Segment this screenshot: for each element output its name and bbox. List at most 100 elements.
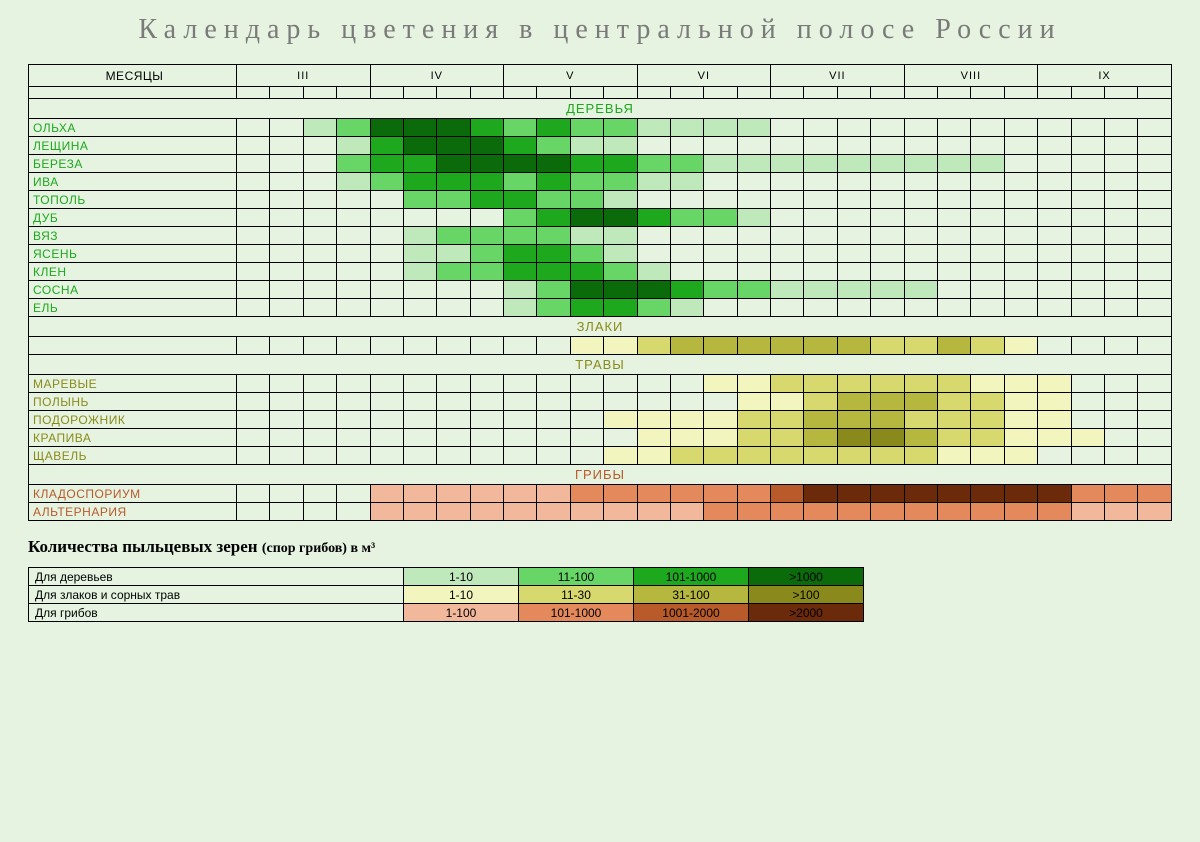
page-title: Календарь цветения в центральной полосе … <box>28 14 1172 46</box>
legend-cell: >2000 <box>749 604 864 622</box>
calendar-cell <box>1071 447 1104 465</box>
legend-cell: 1-10 <box>404 586 519 604</box>
calendar-cell <box>570 245 603 263</box>
calendar-cell <box>1104 263 1137 281</box>
calendar-cell <box>637 485 670 503</box>
calendar-cell <box>236 337 269 355</box>
calendar-cell <box>837 299 870 317</box>
calendar-cell <box>303 245 336 263</box>
section-header: ЗЛАКИ <box>29 317 1172 337</box>
calendar-cell <box>670 281 703 299</box>
calendar-cell <box>337 245 370 263</box>
calendar-cell <box>270 281 303 299</box>
calendar-cell <box>737 263 770 281</box>
calendar-cell <box>1038 209 1071 227</box>
legend-cell: 11-30 <box>519 586 634 604</box>
legend-cell: 11-100 <box>519 568 634 586</box>
calendar-cell <box>804 137 837 155</box>
calendar-cell <box>871 191 904 209</box>
calendar-cell <box>403 191 436 209</box>
calendar-cell <box>337 281 370 299</box>
calendar-cell <box>771 191 804 209</box>
section-header: ТРАВЫ <box>29 355 1172 375</box>
calendar-cell <box>504 503 537 521</box>
calendar-cell <box>837 411 870 429</box>
calendar-cell <box>504 337 537 355</box>
calendar-cell <box>303 429 336 447</box>
calendar-cell <box>904 503 937 521</box>
calendar-cell <box>236 393 269 411</box>
calendar-cell <box>938 375 971 393</box>
calendar-cell <box>370 155 403 173</box>
calendar-cell <box>504 447 537 465</box>
calendar-cell <box>1104 429 1137 447</box>
calendar-cell <box>504 119 537 137</box>
calendar-cell <box>236 263 269 281</box>
calendar-cell <box>303 299 336 317</box>
calendar-cell <box>437 337 470 355</box>
month-header: IX <box>1038 65 1172 87</box>
calendar-cell <box>637 119 670 137</box>
calendar-cell <box>537 227 570 245</box>
calendar-cell <box>370 227 403 245</box>
calendar-cell <box>737 429 770 447</box>
calendar-cell <box>704 337 737 355</box>
calendar-cell <box>837 485 870 503</box>
calendar-cell <box>1038 429 1071 447</box>
calendar-cell <box>437 119 470 137</box>
calendar-cell <box>771 209 804 227</box>
calendar-cell <box>270 245 303 263</box>
calendar-cell <box>1004 447 1037 465</box>
calendar-cell <box>938 263 971 281</box>
calendar-cell <box>1004 503 1037 521</box>
calendar-cell <box>704 281 737 299</box>
calendar-cell <box>871 393 904 411</box>
legend-cell: 101-1000 <box>634 568 749 586</box>
calendar-cell <box>971 119 1004 137</box>
calendar-cell <box>1138 503 1172 521</box>
calendar-cell <box>504 485 537 503</box>
calendar-cell <box>871 263 904 281</box>
calendar-cell <box>1038 447 1071 465</box>
calendar-cell <box>370 411 403 429</box>
calendar-cell <box>1104 173 1137 191</box>
calendar-cell <box>470 299 503 317</box>
calendar-cell <box>837 155 870 173</box>
calendar-cell <box>737 485 770 503</box>
calendar-cell <box>938 447 971 465</box>
calendar-cell <box>670 503 703 521</box>
row-label: ИВА <box>29 173 237 191</box>
calendar-cell <box>704 119 737 137</box>
calendar-cell <box>737 119 770 137</box>
calendar-cell <box>270 227 303 245</box>
calendar-cell <box>904 447 937 465</box>
calendar-cell <box>1138 299 1172 317</box>
calendar-cell <box>236 173 269 191</box>
calendar-cell <box>504 263 537 281</box>
calendar-cell <box>303 447 336 465</box>
calendar-cell <box>1004 191 1037 209</box>
calendar-cell <box>504 155 537 173</box>
calendar-cell <box>871 119 904 137</box>
calendar-cell <box>537 375 570 393</box>
calendar-cell <box>1071 119 1104 137</box>
calendar-cell <box>637 299 670 317</box>
calendar-cell <box>904 429 937 447</box>
calendar-cell <box>504 299 537 317</box>
calendar-cell <box>370 137 403 155</box>
calendar-cell <box>303 337 336 355</box>
calendar-cell <box>1038 375 1071 393</box>
calendar-cell <box>270 393 303 411</box>
calendar-cell <box>737 155 770 173</box>
calendar-cell <box>604 447 637 465</box>
calendar-cell <box>637 411 670 429</box>
calendar-cell <box>403 429 436 447</box>
calendar-cell <box>637 173 670 191</box>
calendar-cell <box>971 137 1004 155</box>
calendar-cell <box>737 173 770 191</box>
calendar-cell <box>871 503 904 521</box>
calendar-cell <box>470 375 503 393</box>
calendar-cell <box>604 209 637 227</box>
calendar-cell <box>771 447 804 465</box>
calendar-cell <box>570 429 603 447</box>
